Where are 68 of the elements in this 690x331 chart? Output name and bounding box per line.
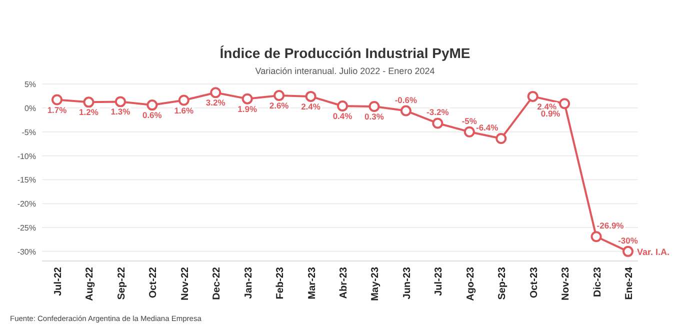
- data-label: 1.9%: [238, 104, 258, 114]
- x-tick-label: Mar-23: [306, 266, 318, 300]
- data-label: 1.2%: [79, 107, 99, 118]
- point: [496, 133, 507, 144]
- x-tick-label: May-23: [370, 266, 382, 301]
- x-tick-label: Nov-22: [180, 266, 191, 300]
- y-tick-label: -20%: [17, 200, 36, 209]
- x-tick-label: Nov-23: [560, 266, 572, 300]
- x-tick-label: Dic-23: [592, 266, 604, 298]
- x-tick-label: Sep-22: [116, 266, 128, 300]
- x-tick-label: Dec-22: [212, 266, 223, 300]
- x-tick-label: Oct-23: [528, 266, 540, 298]
- point: [52, 94, 62, 106]
- data-label: -26.9%: [596, 220, 624, 231]
- chart-subtitle: Variación interanual. Julio 2022 - Enero 2024: [255, 66, 435, 76]
- y-tick-label: -10%: [17, 152, 36, 161]
- x-tick-label: Feb-23: [275, 266, 286, 300]
- x-tick-label: Jan-23: [243, 266, 254, 299]
- data-label: 0.9%: [540, 108, 561, 119]
- data-label: 1.6%: [174, 105, 194, 116]
- data-label: -0.6%: [394, 94, 418, 105]
- data-label: 2.6%: [269, 100, 290, 110]
- series-label: Var. I.A.: [637, 246, 670, 257]
- data-label: 0.6%: [142, 110, 162, 120]
- y-tick-label: -15%: [17, 176, 36, 185]
- data-label: 0.3%: [364, 111, 384, 122]
- x-tick-label: Sep-23: [497, 266, 508, 300]
- y-tick-label: -30%: [17, 247, 36, 256]
- point: [242, 93, 253, 104]
- x-tick-label: Jul-22: [53, 266, 64, 296]
- point: [337, 100, 348, 112]
- point: [178, 94, 190, 106]
- chart-title: Índice de Producción Industrial PyME: [220, 45, 470, 61]
- x-tick-label: Jun-23: [402, 266, 413, 300]
- point: [432, 118, 444, 129]
- data-label: 1.7%: [47, 104, 68, 115]
- data-label: 2.4%: [537, 101, 557, 112]
- y-tick-label: 0%: [24, 104, 36, 113]
- data-label: 3.2%: [206, 98, 226, 108]
- point: [114, 96, 126, 108]
- data-label: 1.3%: [110, 106, 131, 117]
- x-tick-label: Ago-23: [465, 266, 476, 301]
- data-label: 0.4%: [332, 111, 353, 122]
- point: [400, 105, 412, 116]
- point: [590, 231, 602, 242]
- point: [622, 246, 634, 257]
- point: [210, 87, 222, 98]
- point: [83, 96, 94, 108]
- point: [274, 90, 285, 101]
- x-tick-label: Ene-24: [624, 266, 635, 300]
- data-label: 2.4%: [301, 101, 321, 112]
- point: [305, 90, 316, 102]
- x-tick-label: Jul-23: [434, 266, 445, 296]
- y-tick-label: 5%: [24, 80, 36, 89]
- x-tick-label: Aug-22: [84, 266, 96, 301]
- x-tick-label: Oct-22: [148, 266, 160, 298]
- y-tick-label: -5%: [22, 128, 36, 137]
- data-label: -6.4%: [476, 122, 499, 133]
- data-label: -30%: [618, 235, 638, 246]
- data-label: -5%: [462, 116, 478, 126]
- point: [146, 100, 158, 111]
- point: [464, 126, 475, 138]
- point: [559, 98, 570, 110]
- x-tick-label: Abr-23: [338, 266, 350, 299]
- point: [368, 100, 380, 112]
- y-tick-label: -25%: [17, 224, 36, 233]
- data-label: -3.2%: [426, 107, 450, 118]
- point: [527, 90, 538, 102]
